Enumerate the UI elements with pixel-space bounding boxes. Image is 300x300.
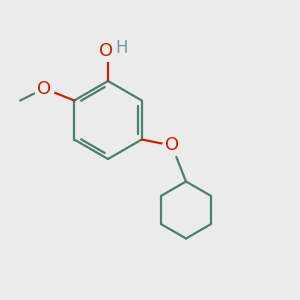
Text: O: O [37, 80, 51, 98]
Text: H: H [115, 39, 128, 57]
Text: O: O [165, 136, 179, 154]
Text: O: O [99, 42, 114, 60]
